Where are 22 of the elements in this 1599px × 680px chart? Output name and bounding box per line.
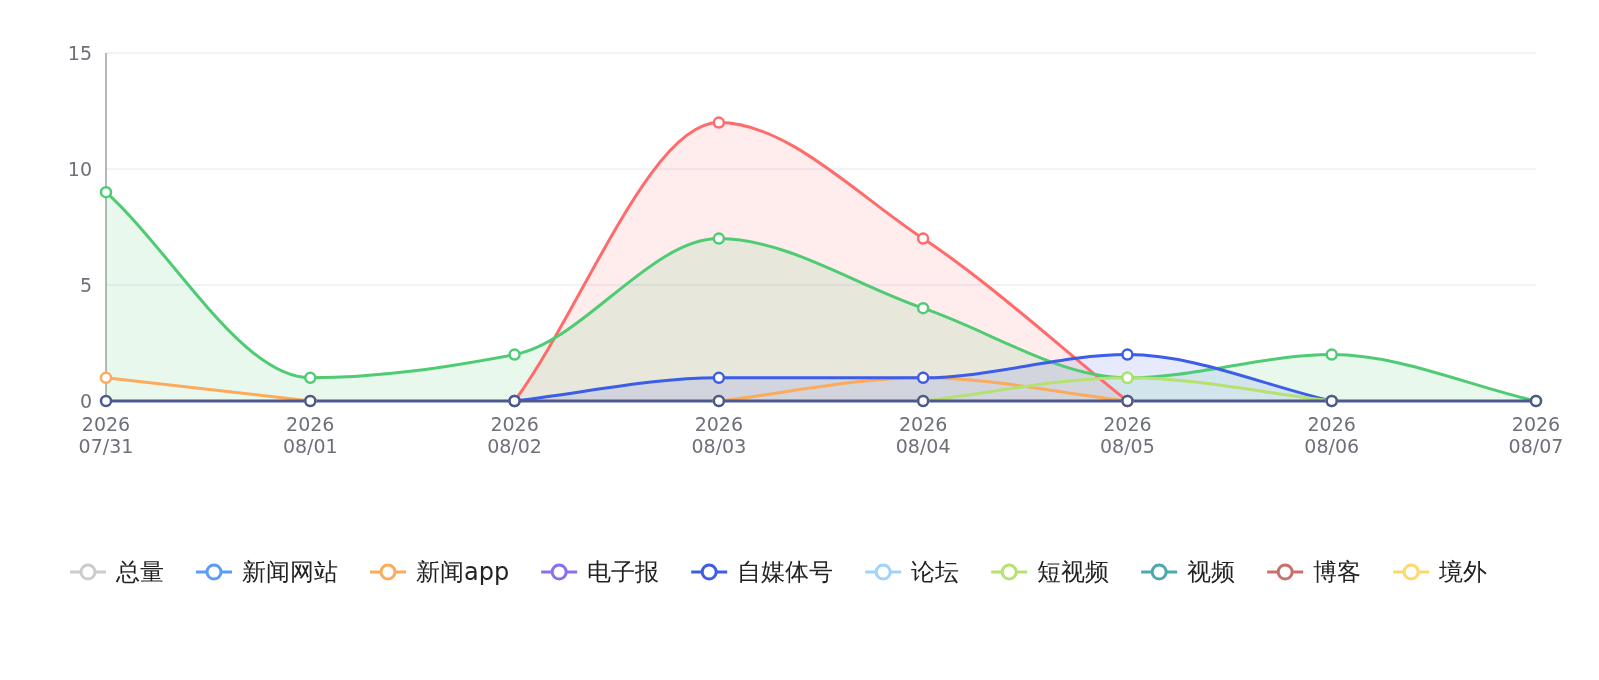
legend-label: 视频 — [1187, 558, 1236, 586]
legend-label: 电子报 — [587, 558, 660, 586]
x-tick-label: 2026 07/31 — [78, 413, 134, 457]
legend-label: 博客 — [1313, 558, 1362, 586]
legend-label: 短视频 — [1037, 558, 1110, 586]
x-tick-label: 2026 08/01 — [282, 413, 338, 457]
x-tick-label: 2026 08/03 — [691, 413, 747, 457]
legend-label: 论坛 — [911, 558, 960, 586]
x-tick-label: 2026 08/04 — [895, 413, 951, 457]
legend-label: 自媒体号 — [737, 558, 834, 586]
x-tick-label: 2026 08/06 — [1304, 413, 1360, 457]
legend-label: 境外 — [1438, 558, 1488, 586]
y-tick-label: 15 — [67, 42, 92, 64]
x-tick-label: 2026 08/07 — [1508, 413, 1564, 457]
y-tick-label: 5 — [79, 274, 92, 296]
legend-label: 总量 — [115, 558, 164, 586]
x-tick-label: 2026 08/02 — [487, 413, 542, 457]
y-tick-label: 10 — [67, 158, 92, 180]
y-tick-label: 0 — [79, 390, 92, 412]
x-tick-label: 2026 08/05 — [1100, 413, 1155, 457]
legend-label: 新闻网站 — [242, 558, 338, 586]
legend-label: 新闻app — [416, 558, 510, 586]
